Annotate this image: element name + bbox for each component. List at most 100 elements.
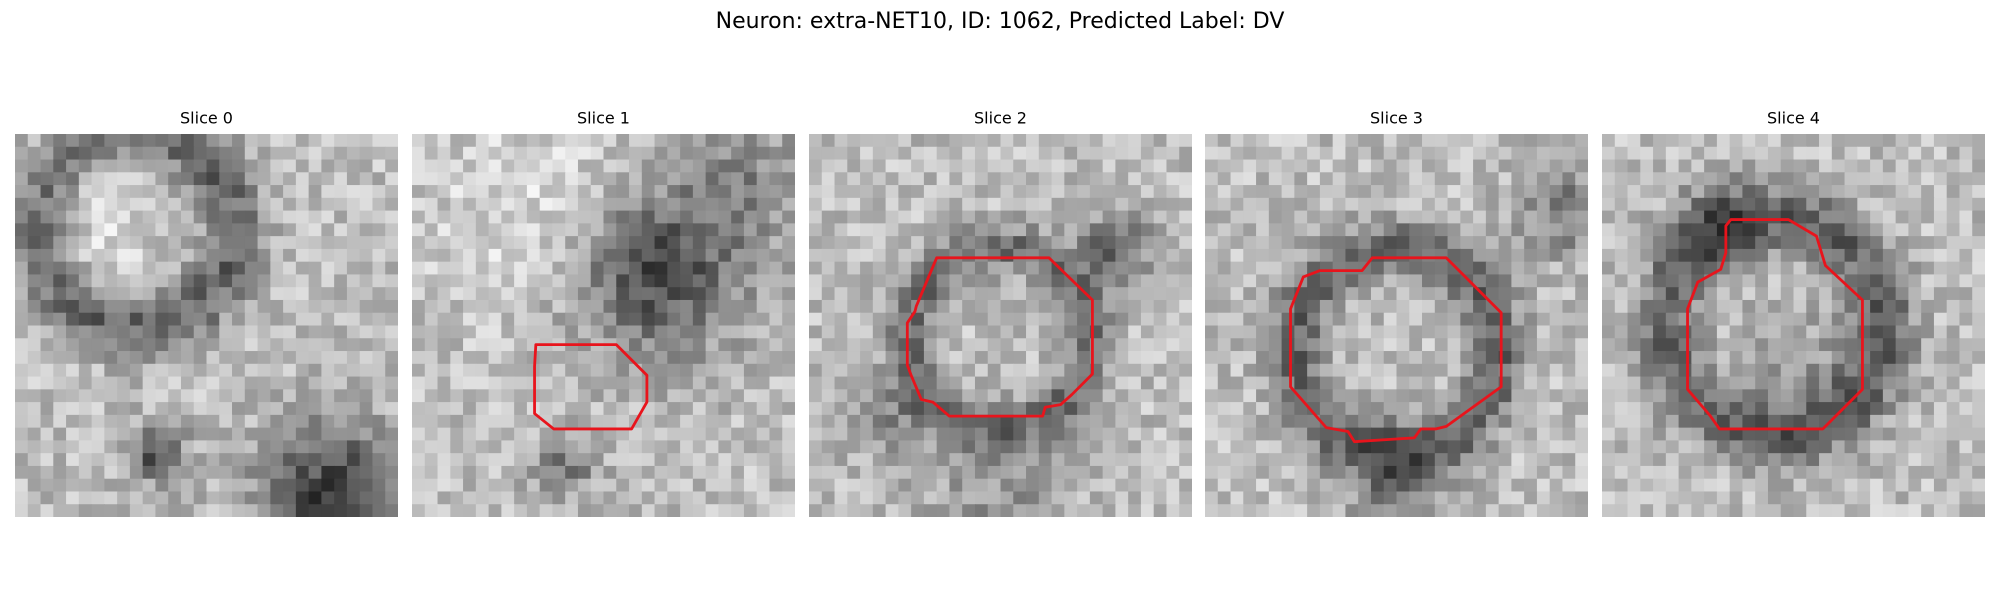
pixel xyxy=(1281,351,1296,365)
pixel xyxy=(1640,478,1654,493)
pixel xyxy=(1959,159,1973,173)
pixel xyxy=(923,491,938,505)
pixel xyxy=(1536,312,1551,327)
pixel xyxy=(705,287,720,301)
pixel xyxy=(104,223,118,237)
pixel xyxy=(78,338,93,352)
pixel xyxy=(718,185,732,199)
pixel xyxy=(834,338,848,352)
pixel xyxy=(283,159,297,173)
pixel xyxy=(1895,491,1910,505)
pixel xyxy=(1665,351,1680,365)
pixel xyxy=(1013,236,1027,250)
pixel xyxy=(1524,223,1538,237)
pixel xyxy=(232,453,246,467)
pixel xyxy=(1319,478,1334,493)
pixel xyxy=(1755,287,1769,301)
pixel xyxy=(1767,185,1782,199)
pixel xyxy=(308,440,323,454)
pixel xyxy=(769,248,783,263)
pixel xyxy=(1665,504,1680,517)
pixel xyxy=(1460,185,1474,199)
pixel xyxy=(1243,338,1257,352)
pixel xyxy=(872,210,887,225)
pixel xyxy=(308,159,323,173)
pixel xyxy=(782,261,795,276)
pixel xyxy=(1678,414,1693,429)
pixel xyxy=(782,299,795,314)
pixel xyxy=(1921,453,1935,467)
pixel xyxy=(1831,312,1846,327)
pixel xyxy=(769,299,783,314)
pixel xyxy=(142,159,157,173)
pixel xyxy=(53,261,67,276)
pixel xyxy=(680,197,694,212)
pixel xyxy=(1179,261,1192,276)
pixel xyxy=(1780,185,1795,199)
pixel xyxy=(1767,325,1782,339)
pixel xyxy=(1729,261,1744,276)
pixel xyxy=(1704,197,1718,212)
pixel xyxy=(283,312,297,327)
pixel xyxy=(847,146,861,161)
pixel xyxy=(1524,197,1538,212)
pixel xyxy=(257,274,271,288)
pixel xyxy=(1345,159,1359,173)
pixel xyxy=(15,236,29,250)
pixel xyxy=(1575,376,1588,390)
pixel xyxy=(1819,376,1833,390)
pixel xyxy=(104,299,118,314)
pixel xyxy=(1345,197,1359,212)
pixel xyxy=(1575,172,1588,186)
pixel xyxy=(1524,389,1538,403)
pixel xyxy=(949,376,963,390)
pixel xyxy=(1294,146,1308,161)
pixel xyxy=(437,465,451,480)
pixel xyxy=(1166,299,1180,314)
pixel xyxy=(539,299,554,314)
pixel xyxy=(680,363,694,378)
pixel xyxy=(514,402,528,416)
pixel xyxy=(1972,363,1985,378)
pixel xyxy=(1115,427,1129,442)
pixel xyxy=(346,376,361,390)
pixel xyxy=(168,197,182,212)
pixel xyxy=(1038,453,1053,467)
pixel xyxy=(1640,210,1654,225)
pixel xyxy=(53,389,67,403)
pixel xyxy=(1831,274,1846,288)
pixel xyxy=(552,402,566,416)
pixel xyxy=(1819,453,1833,467)
pixel xyxy=(860,440,874,454)
pixel xyxy=(526,223,541,237)
pixel xyxy=(1268,325,1283,339)
pixel xyxy=(15,465,29,480)
pixel xyxy=(1383,236,1398,250)
pixel xyxy=(1153,159,1168,173)
pixel xyxy=(359,210,374,225)
pixel xyxy=(590,312,605,327)
pixel xyxy=(911,402,925,416)
pixel xyxy=(283,287,297,301)
pixel xyxy=(552,389,566,403)
pixel xyxy=(1115,185,1129,199)
pixel xyxy=(450,210,464,225)
pixel xyxy=(1933,440,1948,454)
pixel xyxy=(1946,402,1961,416)
pixel xyxy=(1895,287,1910,301)
pixel xyxy=(629,134,643,148)
pixel xyxy=(1704,172,1718,186)
pixel xyxy=(1396,376,1410,390)
pixel xyxy=(974,261,989,276)
pixel xyxy=(104,465,118,480)
pixel xyxy=(1921,248,1935,263)
pixel xyxy=(898,197,912,212)
pixel xyxy=(1602,491,1616,505)
pixel xyxy=(142,248,157,263)
pixel xyxy=(552,185,566,199)
pixel xyxy=(923,351,938,365)
pixel xyxy=(974,312,989,327)
pixel xyxy=(1908,197,1922,212)
pixel xyxy=(1370,134,1385,148)
pixel xyxy=(334,134,348,148)
